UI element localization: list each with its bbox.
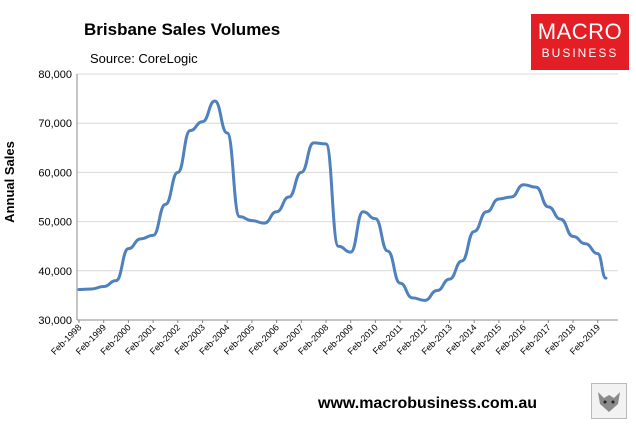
- y-axis-label: Annual Sales: [2, 141, 17, 223]
- chart-title: Brisbane Sales Volumes: [84, 20, 281, 39]
- y-tick-label: 70,000: [38, 118, 72, 130]
- macrobusiness-logo: MACRO BUSINESS: [531, 14, 629, 70]
- gridlines: [77, 73, 618, 272]
- y-tick-labels: 30,000 40,000 50,000 60,000 70,000 80,000: [38, 69, 72, 327]
- series-line-brisbane-sales: [77, 99, 608, 302]
- chart-source: Source: CoreLogic: [90, 51, 198, 66]
- wolf-logo-icon: [591, 383, 627, 419]
- x-tick-labels: Feb-1998Feb-1999Feb-2000Feb-2001Feb-2002…: [49, 320, 602, 357]
- y-tick-label: 60,000: [38, 167, 72, 179]
- y-tick-label: 80,000: [38, 69, 72, 81]
- y-tick-label: 30,000: [38, 315, 72, 327]
- logo-line1: MACRO: [537, 19, 623, 44]
- y-tick-label: 50,000: [38, 217, 72, 229]
- y-tick-label: 40,000: [38, 266, 72, 278]
- website-url[interactable]: www.macrobusiness.com.au: [318, 395, 538, 412]
- logo-line2: BUSINESS: [541, 46, 619, 60]
